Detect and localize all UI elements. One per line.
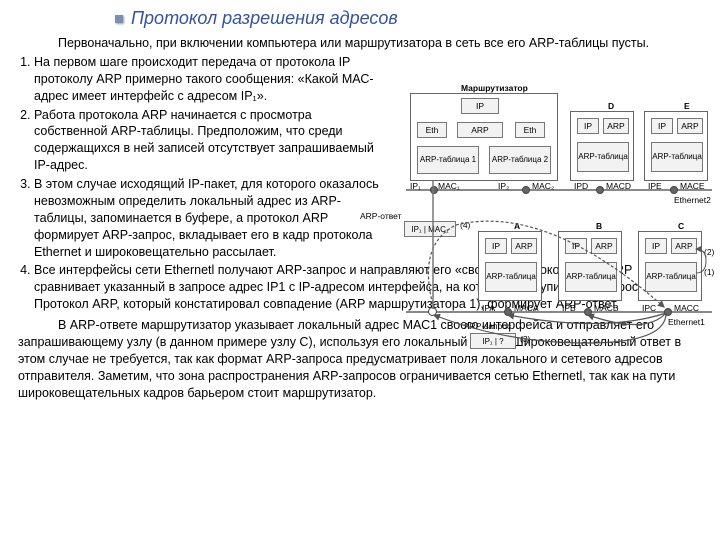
title-bullet [115,15,123,23]
intro-paragraph: Первоначально, при включении компьютера … [18,35,702,52]
arp-diagram: Маршрутизатор IP Eth Eth ARP ARP-таблица… [406,85,712,353]
page-title: Протокол разрешения адресов [0,0,720,35]
arrows-svg [406,85,712,353]
title-text: Протокол разрешения адресов [131,8,398,28]
